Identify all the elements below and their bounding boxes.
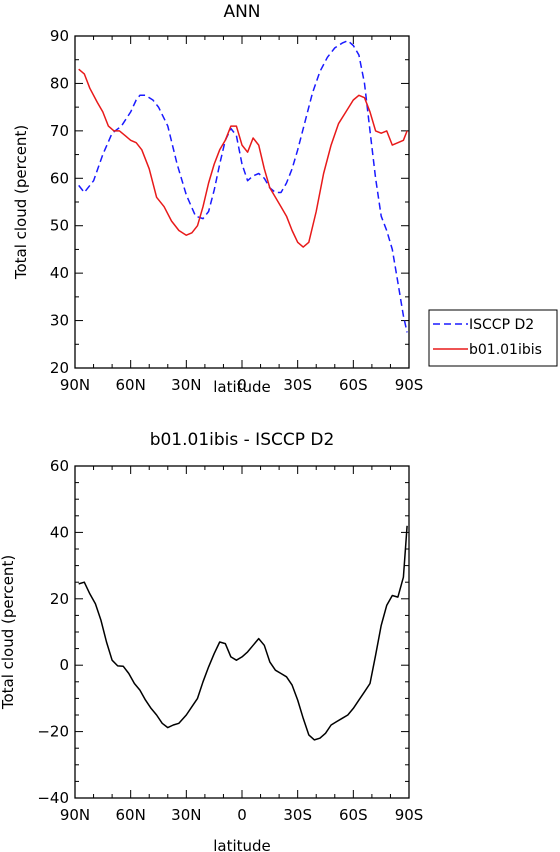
legend-label-isccp-d2: ISCCP D2 bbox=[469, 317, 534, 333]
y-tick-label: 30 bbox=[50, 312, 69, 330]
x-tick-label: 90N bbox=[60, 806, 90, 824]
top-chart-series bbox=[78, 39, 408, 333]
x-tick-label: 90S bbox=[395, 376, 424, 394]
top-chart-y-label: Total cloud (percent) bbox=[12, 125, 30, 280]
y-tick-label: 50 bbox=[50, 217, 69, 235]
y-tick-label: 20 bbox=[50, 359, 69, 377]
x-tick-label: 90S bbox=[395, 806, 424, 824]
bottom-chart-frame bbox=[74, 465, 410, 799]
x-tick-label: 0 bbox=[237, 806, 247, 824]
x-tick-label: 30N bbox=[171, 376, 201, 394]
x-tick-label: 60N bbox=[116, 376, 146, 394]
series-line-isccp-d2 bbox=[78, 39, 408, 333]
bottom-chart-ticks: 90N 60N 30N 0 30S 60S 90S −40 −20 0 20 40 60 bbox=[37, 457, 423, 824]
y-tick-label: 80 bbox=[50, 74, 69, 92]
x-tick-label: 0 bbox=[237, 376, 247, 394]
y-tick-label: 0 bbox=[59, 656, 69, 674]
x-tick-label: 60S bbox=[339, 806, 368, 824]
y-tick-label: 70 bbox=[50, 122, 69, 140]
y-tick-label: 60 bbox=[50, 457, 69, 475]
bottom-chart-x-label: latitude bbox=[213, 837, 271, 852]
x-tick-label: 60S bbox=[339, 376, 368, 394]
series-line-b01-01ibis bbox=[78, 68, 408, 248]
x-tick-label: 90N bbox=[60, 376, 90, 394]
legend: ISCCP D2 b01.01ibis bbox=[428, 309, 558, 367]
x-tick-label: 30S bbox=[283, 376, 312, 394]
legend-box bbox=[428, 309, 558, 367]
top-chart-ticks: 90N 60N 30N 0 30S 60S 90S 20 30 40 50 60 70 80 90 bbox=[50, 27, 423, 394]
y-tick-label: 60 bbox=[50, 169, 69, 187]
y-tick-label: 90 bbox=[50, 27, 69, 45]
y-tick-label: −20 bbox=[37, 723, 69, 741]
legend-label-b01-01ibis: b01.01ibis bbox=[469, 342, 542, 358]
y-tick-label: 40 bbox=[50, 264, 69, 282]
bottom-chart-title: b01.01ibis - ISCCP D2 bbox=[150, 430, 335, 450]
x-tick-label: 60N bbox=[116, 806, 146, 824]
bottom-chart-y-label: Total cloud (percent) bbox=[0, 555, 17, 710]
top-chart-x-label: latitude bbox=[213, 378, 271, 396]
top-chart-title: ANN bbox=[223, 2, 260, 22]
series-line-difference bbox=[78, 525, 408, 741]
bottom-chart-series bbox=[78, 525, 408, 741]
top-chart-frame bbox=[74, 35, 410, 369]
y-tick-label: 20 bbox=[50, 590, 69, 608]
x-tick-label: 30N bbox=[171, 806, 201, 824]
y-tick-label: −40 bbox=[37, 789, 69, 807]
y-tick-label: 40 bbox=[50, 523, 69, 541]
top-chart-panel: ANN latitude Total cloud (percent) 90N 60… bbox=[12, 2, 423, 396]
x-tick-label: 30S bbox=[283, 806, 312, 824]
bottom-chart-panel: b01.01ibis - ISCCP D2 latitude Total clo… bbox=[0, 430, 423, 852]
